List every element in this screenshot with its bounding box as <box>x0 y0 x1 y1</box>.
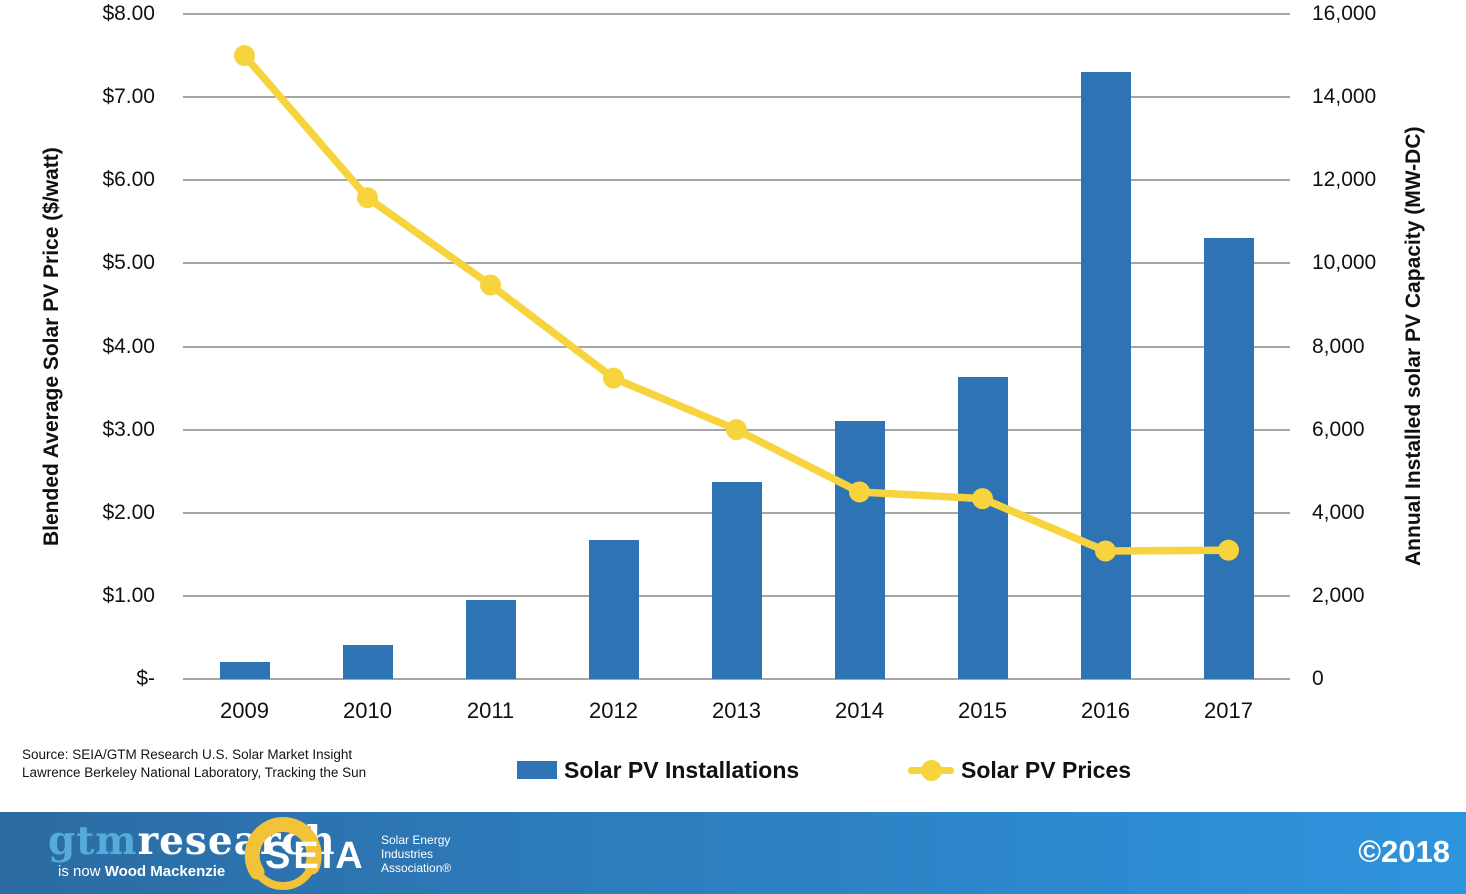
right-axis-tick-8,000: 8,000 <box>1312 334 1365 358</box>
bar-2010 <box>342 644 393 679</box>
plot-area <box>183 13 1290 680</box>
bar-2015 <box>957 377 1008 679</box>
legend-label-prices: Solar PV Prices <box>961 756 1132 783</box>
price-point-2010 <box>357 187 378 209</box>
price-point-2009 <box>234 45 255 67</box>
source-note: Source: SEIA/GTM Research U.S. Solar Mar… <box>22 746 366 781</box>
legend: Solar PV Installations Solar PV Prices <box>0 750 1466 790</box>
right-axis-tick-6,000: 6,000 <box>1312 417 1365 441</box>
left-axis-tick-$8.00: $8.00 <box>102 2 155 25</box>
x-tick-2016: 2016 <box>1081 698 1130 723</box>
left-axis-tick-labels: $8.00 $7.00 $6.00 $5.00 $4.00 $3.00 $2.00 $1.00… <box>0 2 155 690</box>
x-tick-2013: 2013 <box>712 698 761 723</box>
right-axis-tick-4,000: 4,000 <box>1312 500 1365 524</box>
gtm-wordmark-gtm: gtm <box>48 818 138 864</box>
x-tick-2010: 2010 <box>343 698 392 723</box>
legend-item-installations: Solar PV Installations <box>517 750 799 790</box>
left-axis-tick-$2.00: $2.00 <box>102 500 155 524</box>
seia-logo: SEIA Solar Energy Industries Association… <box>243 815 451 893</box>
left-axis-tick-$4.00: $4.00 <box>102 334 155 358</box>
gtm-tagline: is now Wood Mackenzie <box>58 863 336 880</box>
price-point-2012 <box>603 367 624 389</box>
seia-org-name: Solar Energy Industries Association® <box>381 833 451 875</box>
seia-org-line-1: Solar Energy <box>381 833 451 847</box>
x-tick-2009: 2009 <box>220 698 269 723</box>
right-axis-tick-16,000: 16,000 <box>1312 2 1377 25</box>
legend-label-installations: Solar PV Installations <box>564 756 800 783</box>
gridline <box>183 13 1290 15</box>
left-axis-tick-$7.00: $7.00 <box>102 85 155 109</box>
gridline <box>183 179 1290 182</box>
bar-2011 <box>465 600 516 679</box>
left-axis-tick-$3.00: $3.00 <box>102 417 155 441</box>
legend-item-prices: Solar PV Prices <box>908 750 1131 790</box>
right-axis-tick-12,000: 12,000 <box>1312 168 1377 192</box>
source-line-2: Lawrence Berkeley National Laboratory, T… <box>22 764 367 780</box>
gridline <box>183 345 1290 348</box>
x-tick-2015: 2015 <box>958 698 1007 723</box>
seia-org-line-3: Association® <box>381 861 452 875</box>
bar-series-swatch <box>517 761 557 779</box>
line-swatch-marker-icon <box>921 760 942 781</box>
left-axis-tick-$6.00: $6.00 <box>102 168 155 192</box>
bar-2014 <box>834 421 885 679</box>
price-line-layer <box>234 45 1239 562</box>
price-point-2013 <box>726 419 747 441</box>
x-tick-2012: 2012 <box>589 698 638 723</box>
left-axis-tick-$1.00: $1.00 <box>102 583 155 607</box>
bar-2016 <box>1080 72 1131 679</box>
source-line-1: Source: SEIA/GTM Research U.S. Solar Mar… <box>22 747 353 762</box>
right-axis-tick-2,000: 2,000 <box>1312 583 1365 607</box>
price-point-2017 <box>1218 539 1239 561</box>
right-axis-tick-0: 0 <box>1312 667 1324 690</box>
bar-2012 <box>588 539 639 679</box>
x-tick-2014: 2014 <box>835 698 884 723</box>
price-line <box>241 53 1229 555</box>
price-point-2011 <box>480 274 501 296</box>
bar-2009 <box>219 662 270 679</box>
left-axis-tick-$5.00: $5.00 <box>102 251 155 275</box>
x-tick-2011: 2011 <box>466 698 515 723</box>
right-axis-tick-10,000: 10,000 <box>1312 251 1377 275</box>
x-tick-2017: 2017 <box>1204 698 1253 723</box>
left-axis-tick-$-: $- <box>136 667 155 690</box>
price-point-2014 <box>849 481 870 503</box>
seia-org-line-2: Industries <box>381 847 434 861</box>
gridline <box>183 96 1290 99</box>
x-axis-line <box>183 678 1290 680</box>
gridline <box>183 262 1290 265</box>
seia-sun-swoosh-icon: SEIA <box>243 815 363 893</box>
line-series-swatch <box>908 759 954 781</box>
gtm-tagline-wood-mackenzie: Wood Mackenzie <box>104 863 226 880</box>
bar-2017 <box>1203 238 1254 679</box>
bar-2013 <box>711 481 762 679</box>
right-axis-tick-labels: 16,000 14,000 12,000 10,000 8,000 6,000 4,000 2… <box>1312 2 1452 690</box>
right-axis-tick-14,000: 14,000 <box>1312 85 1377 109</box>
price-point-2016 <box>1095 540 1116 562</box>
seia-acronym: SEIA <box>265 835 366 877</box>
footer-brand-bar: gtmresearch is now Wood Mackenzie SEIA S… <box>0 812 1466 894</box>
copyright-year: ©2018 <box>1358 834 1450 869</box>
price-point-2015 <box>972 488 993 510</box>
gtm-tagline-prefix: is now <box>58 863 105 880</box>
